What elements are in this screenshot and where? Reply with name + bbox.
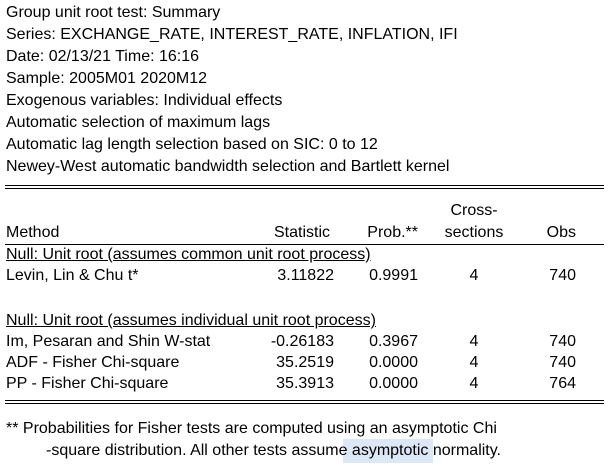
date-time-line: Date: 02/13/21 Time: 16:16 — [6, 48, 200, 65]
col-header-cross-line2: sections — [444, 224, 504, 241]
col-header-obs: Obs — [546, 224, 576, 241]
footnote-line2: -square distribution. All other tests as… — [46, 442, 501, 459]
row-cross-sections: 4 — [469, 267, 479, 284]
bottom-rule-outer — [5, 400, 604, 401]
row-method: Im, Pesaran and Shin W-stat — [6, 333, 211, 350]
top-rule-inner — [5, 188, 604, 189]
row-prob: 0.3967 — [369, 333, 418, 350]
lag-length-line: Automatic lag length selection based on … — [6, 136, 378, 153]
row-statistic: -0.26183 — [270, 333, 334, 350]
col-header-statistic: Statistic — [273, 224, 330, 241]
output-title: Group unit root test: Summary — [6, 4, 221, 21]
footnote-line1: ** Probabilities for Fisher tests are co… — [6, 420, 497, 437]
row-obs: 740 — [549, 267, 576, 284]
col-header-cross-line1: Cross- — [450, 202, 498, 219]
row-method: ADF - Fisher Chi-square — [6, 354, 180, 371]
row-statistic: 3.11822 — [277, 267, 334, 284]
row-method: Levin, Lin & Chu t* — [6, 267, 139, 284]
row-prob: 0.9991 — [369, 267, 418, 284]
series-line: Series: EXCHANGE_RATE, INTEREST_RATE, IN… — [6, 26, 458, 43]
col-header-method: Method — [6, 224, 60, 241]
row-statistic: 35.2519 — [276, 354, 334, 371]
row-cross-sections: 4 — [469, 354, 479, 371]
row-cross-sections: 4 — [469, 333, 479, 350]
row-prob: 0.0000 — [369, 375, 418, 392]
row-cross-sections: 4 — [469, 375, 479, 392]
text-selection-highlight — [343, 439, 433, 463]
bandwidth-line: Newey-West automatic bandwidth selection… — [6, 158, 450, 175]
sample-line: Sample: 2005M01 2020M12 — [6, 70, 208, 87]
group2-title: Null: Unit root (assumes individual unit… — [6, 312, 376, 329]
row-statistic: 35.3913 — [276, 375, 334, 392]
header-rule — [5, 244, 604, 245]
row-obs: 740 — [549, 333, 576, 350]
row-obs: 764 — [549, 375, 576, 392]
top-rule-outer — [5, 185, 604, 186]
row-method: PP - Fisher Chi-square — [6, 375, 169, 392]
bottom-rule-inner — [5, 403, 604, 404]
max-lags-line: Automatic selection of maximum lags — [6, 114, 271, 131]
col-header-prob: Prob.** — [367, 224, 418, 241]
row-prob: 0.0000 — [369, 354, 418, 371]
group1-title: Null: Unit root (assumes common unit roo… — [6, 246, 371, 263]
row-obs: 740 — [549, 354, 576, 371]
exogenous-line: Exogenous variables: Individual effects — [6, 92, 283, 109]
